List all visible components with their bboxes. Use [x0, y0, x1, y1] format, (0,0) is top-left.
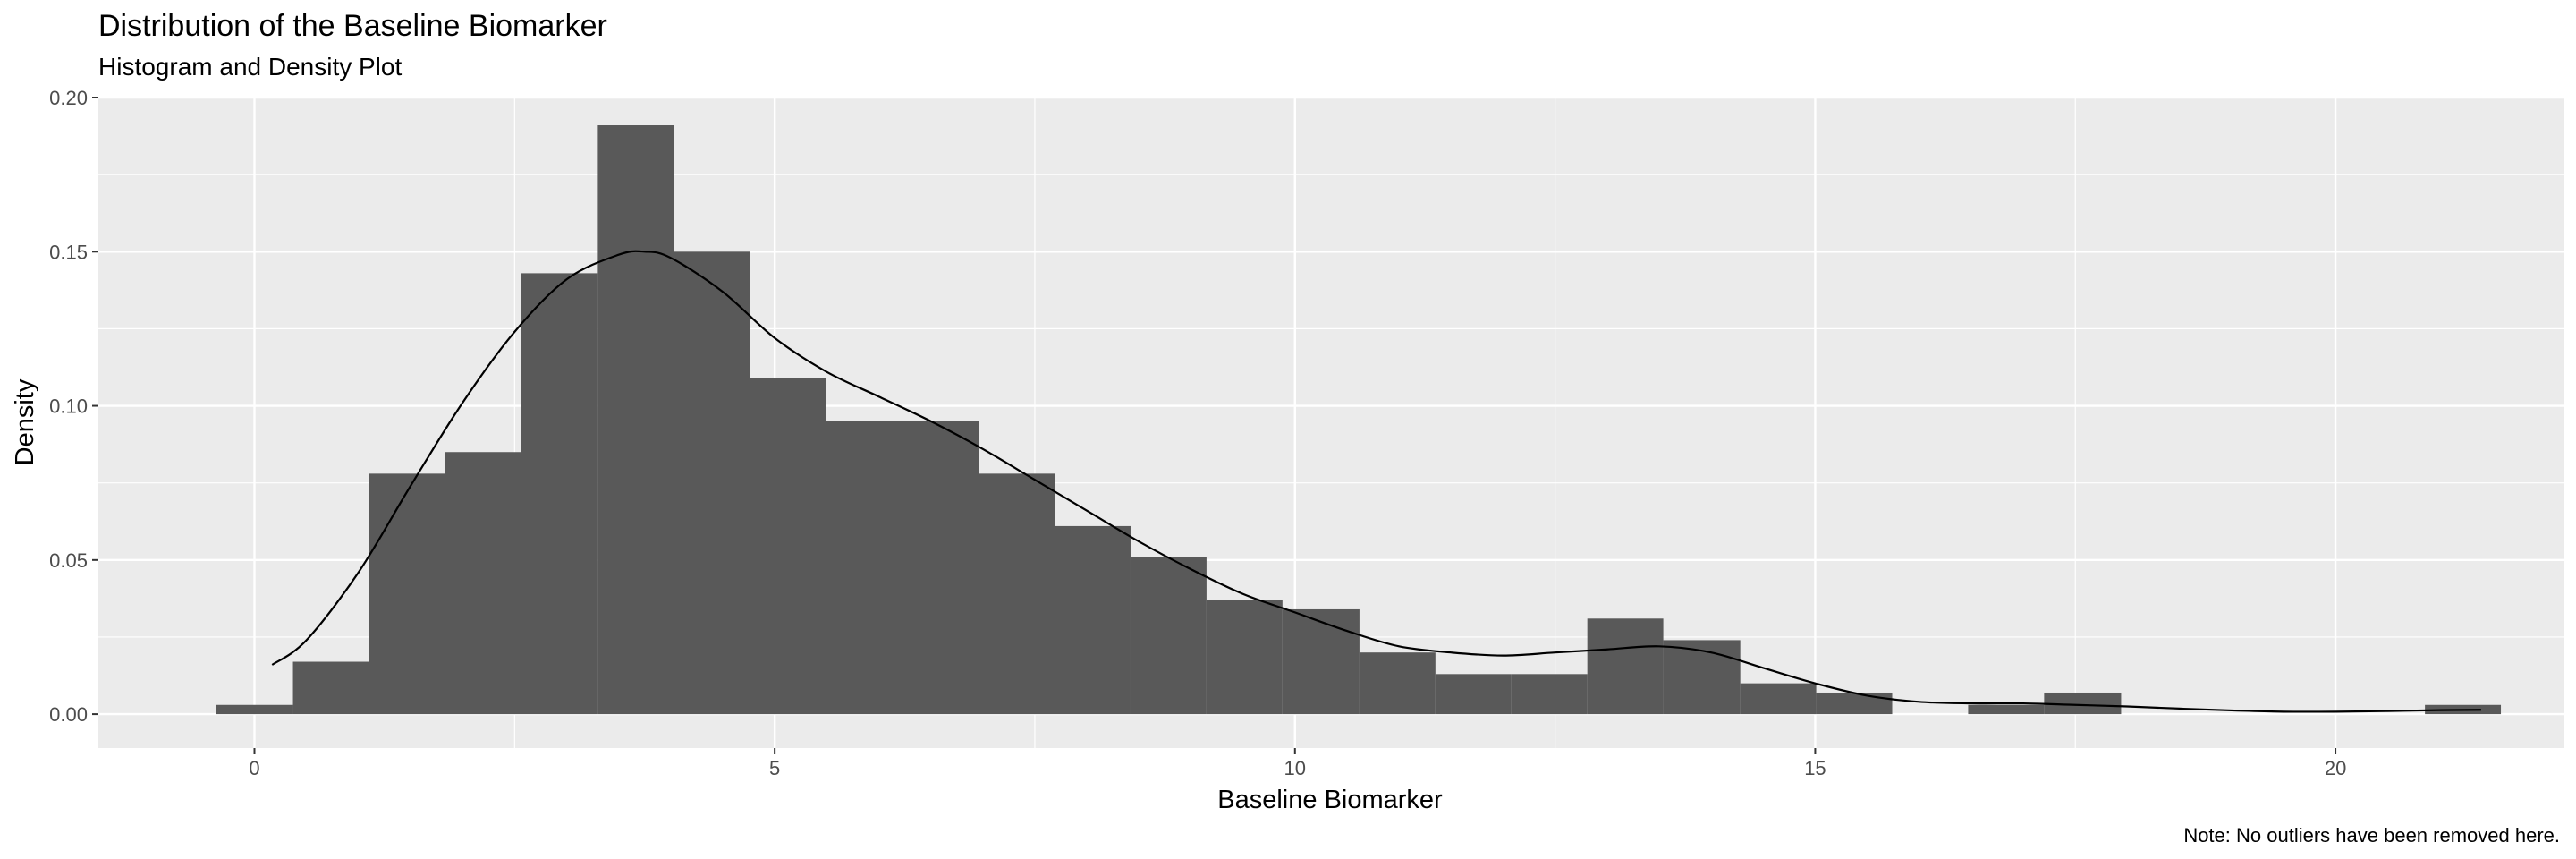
- histogram-bar: [826, 421, 902, 715]
- histogram-bars: [216, 125, 2502, 715]
- chart-title: Distribution of the Baseline Biomarker: [98, 9, 607, 43]
- histogram-bar: [1359, 652, 1436, 715]
- histogram-bar: [1282, 608, 1360, 715]
- x-tick-label: 20: [2325, 757, 2346, 779]
- histogram-bar: [1587, 618, 1664, 715]
- x-tick-label: 15: [1804, 757, 1826, 779]
- y-axis: 0.00 0.05 0.10 0.15 0.20: [49, 87, 98, 726]
- y-tick-label: 0.05: [49, 549, 88, 572]
- histogram-bar: [369, 473, 445, 715]
- histogram-bar: [521, 273, 598, 715]
- x-axis-title: Baseline Biomarker: [1217, 786, 1443, 814]
- histogram-bar: [1206, 600, 1283, 715]
- histogram-bar: [1740, 683, 1817, 715]
- density-curve: [271, 250, 2481, 713]
- histogram-bar: [597, 125, 674, 715]
- histogram-bar: [216, 704, 293, 715]
- x-tick-label: 10: [1284, 757, 1306, 779]
- histogram-bar: [1816, 692, 1893, 715]
- histogram-bar: [979, 473, 1055, 715]
- histogram-bar: [292, 661, 369, 715]
- y-tick-label: 0.00: [49, 703, 88, 726]
- histogram-bar: [1435, 674, 1512, 715]
- x-tick-label: 5: [769, 757, 780, 779]
- minor-gridlines: [98, 98, 2564, 748]
- chart-subtitle: Histogram and Density Plot: [98, 53, 402, 81]
- x-tick-label: 0: [249, 757, 259, 779]
- histogram-bar: [1968, 704, 2045, 715]
- histogram-bar: [1663, 640, 1741, 715]
- histogram-bar: [902, 421, 979, 715]
- histogram-bar: [1130, 557, 1207, 715]
- histogram-bar: [750, 378, 826, 715]
- histogram-bar: [674, 251, 750, 715]
- y-tick-label: 0.20: [49, 87, 88, 109]
- y-tick-label: 0.15: [49, 241, 88, 263]
- y-axis-title: Density: [11, 378, 39, 465]
- x-axis: 0 5 10 15 20: [249, 748, 2346, 779]
- y-tick-label: 0.10: [49, 395, 88, 418]
- histogram-bar: [1511, 674, 1588, 715]
- histogram-bar: [1055, 525, 1131, 715]
- chart-caption: Note: No outliers have been removed here…: [2183, 824, 2560, 846]
- histogram-bar: [445, 452, 521, 715]
